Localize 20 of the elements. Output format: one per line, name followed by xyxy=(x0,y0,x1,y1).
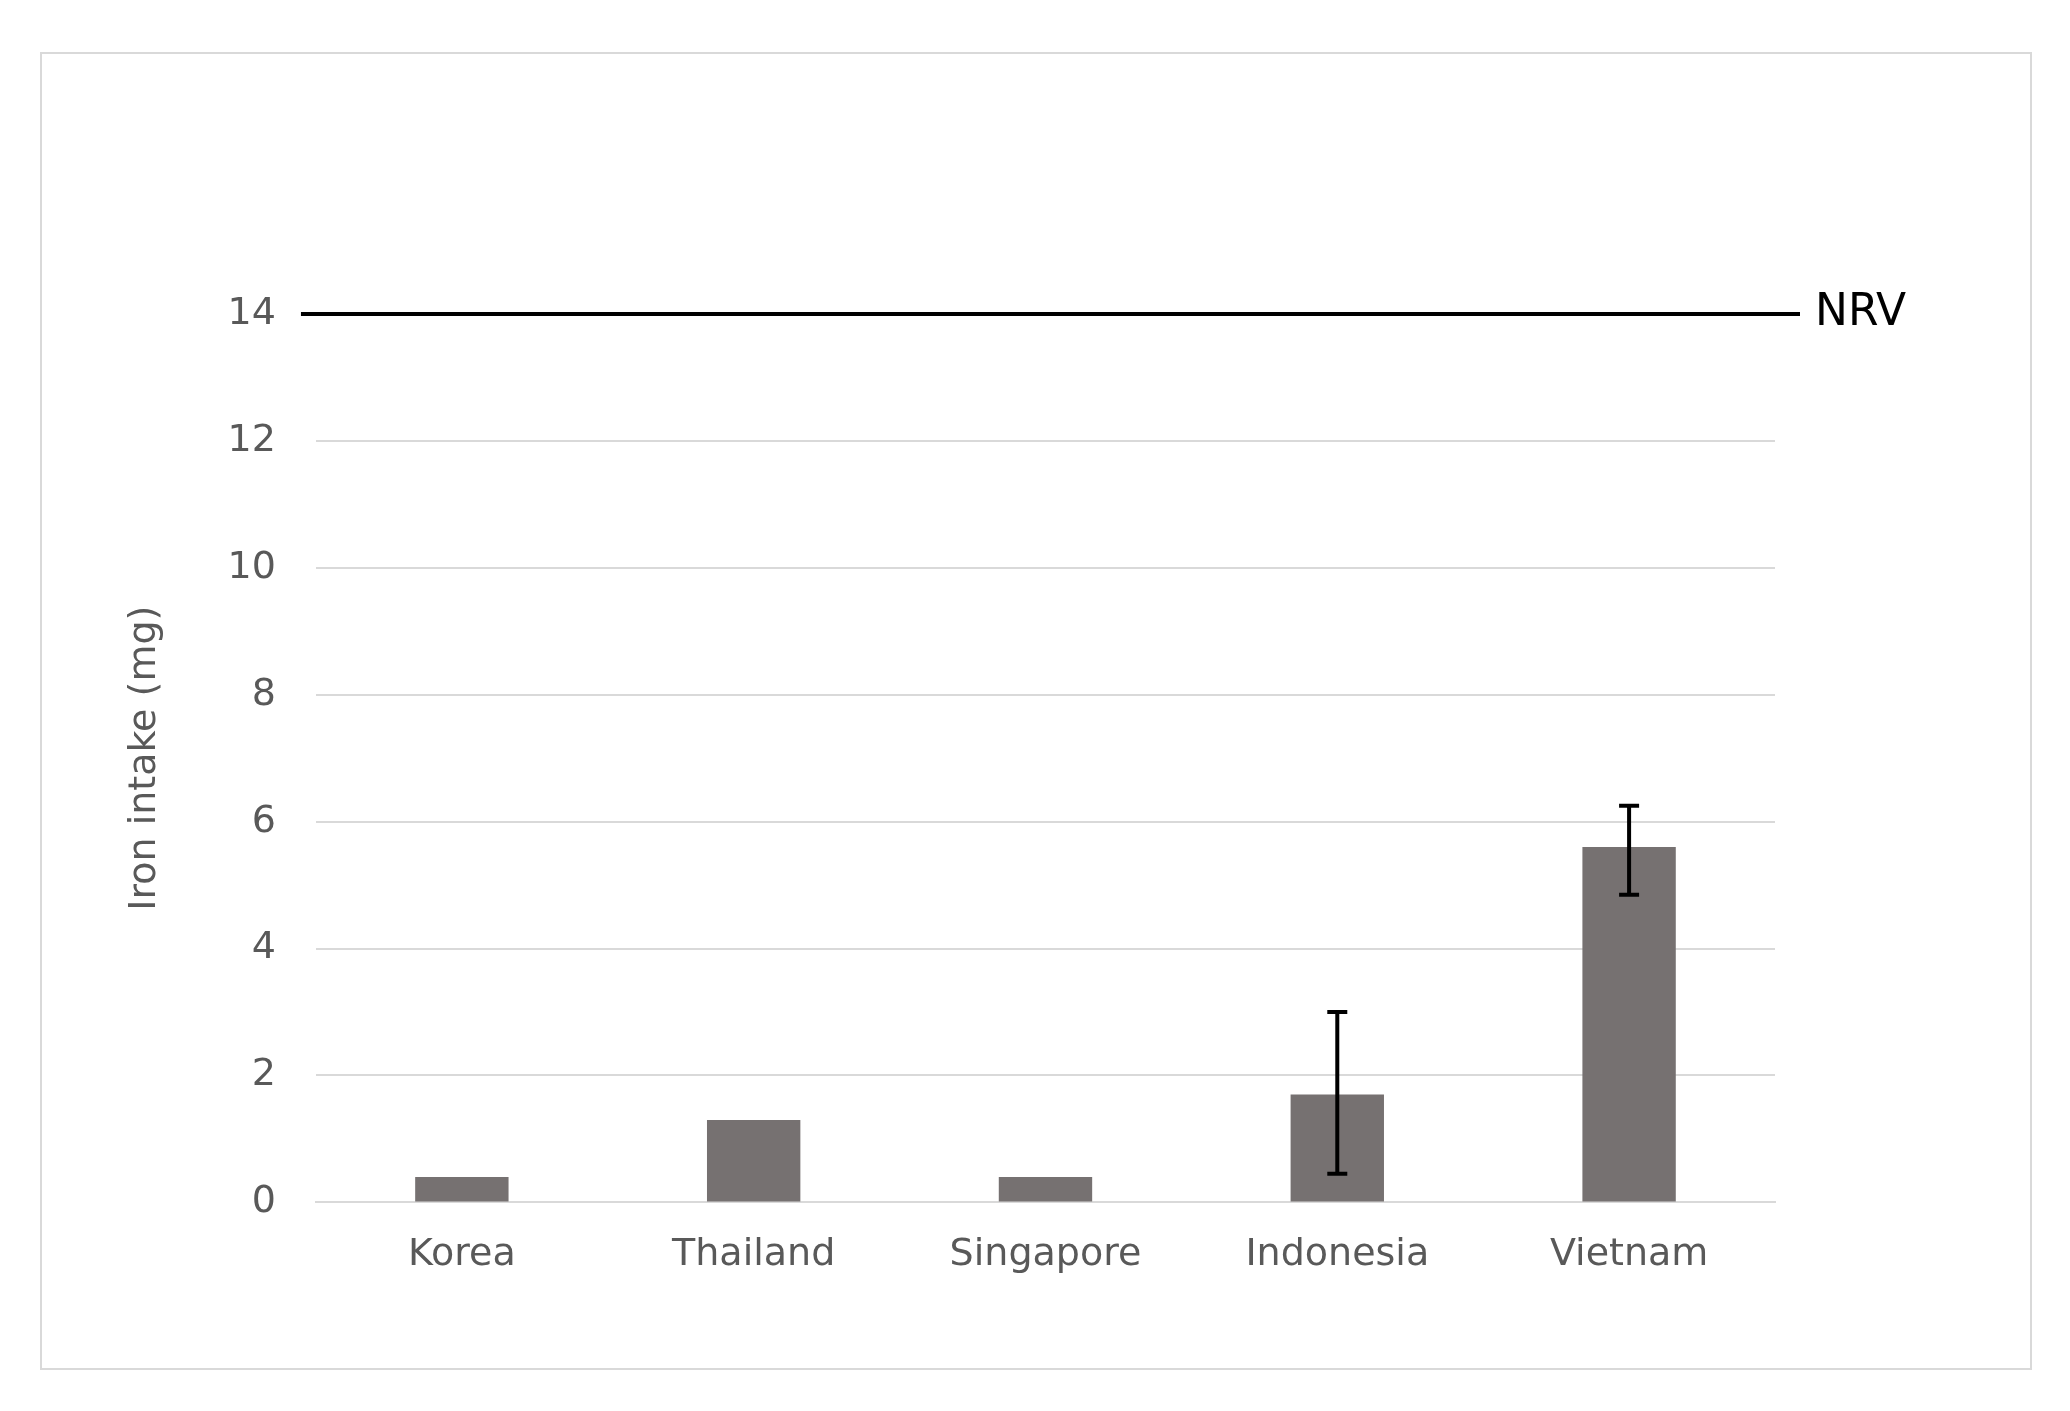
x-tick-label: Korea xyxy=(407,1230,516,1275)
x-tick-label: Thailand xyxy=(671,1230,836,1275)
y-tick-label: 0 xyxy=(251,1177,276,1222)
x-tick-label: Singapore xyxy=(949,1230,1142,1275)
y-tick-label: 14 xyxy=(227,288,276,333)
bar xyxy=(1582,847,1676,1202)
y-tick-label: 6 xyxy=(251,796,276,841)
bar xyxy=(706,1119,801,1202)
y-tick-label: 4 xyxy=(251,923,276,968)
bar xyxy=(998,1177,1093,1202)
y-axis-title: Iron intake (mg) xyxy=(119,605,164,911)
x-tick-label: Vietnam xyxy=(1549,1230,1709,1275)
ref-line-label: NRV xyxy=(1815,284,1907,336)
bar xyxy=(1290,1094,1384,1202)
y-tick-label: 10 xyxy=(227,542,276,587)
x-tick-label: Indonesia xyxy=(1245,1230,1430,1275)
y-tick-label: 2 xyxy=(251,1050,276,1095)
y-tick-label: 8 xyxy=(251,669,276,714)
y-tick-label: 12 xyxy=(227,415,276,460)
bar xyxy=(415,1177,509,1202)
